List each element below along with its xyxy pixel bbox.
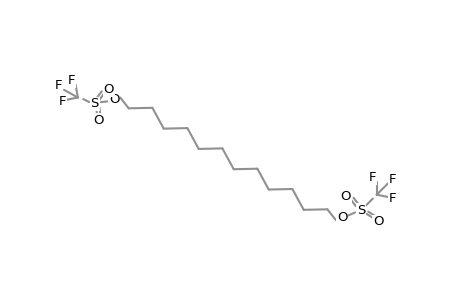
Text: F: F bbox=[368, 171, 376, 184]
Text: S: S bbox=[90, 97, 99, 110]
Text: F: F bbox=[387, 192, 395, 205]
Text: O: O bbox=[93, 114, 104, 127]
Text: F: F bbox=[55, 80, 62, 92]
Text: O: O bbox=[340, 190, 350, 203]
Text: F: F bbox=[68, 74, 75, 87]
Text: O: O bbox=[109, 93, 119, 106]
Text: F: F bbox=[59, 95, 66, 108]
Text: O: O bbox=[103, 83, 114, 96]
Text: O: O bbox=[336, 211, 347, 224]
Text: O: O bbox=[372, 215, 383, 228]
Text: F: F bbox=[387, 173, 395, 186]
Text: S: S bbox=[356, 204, 365, 217]
